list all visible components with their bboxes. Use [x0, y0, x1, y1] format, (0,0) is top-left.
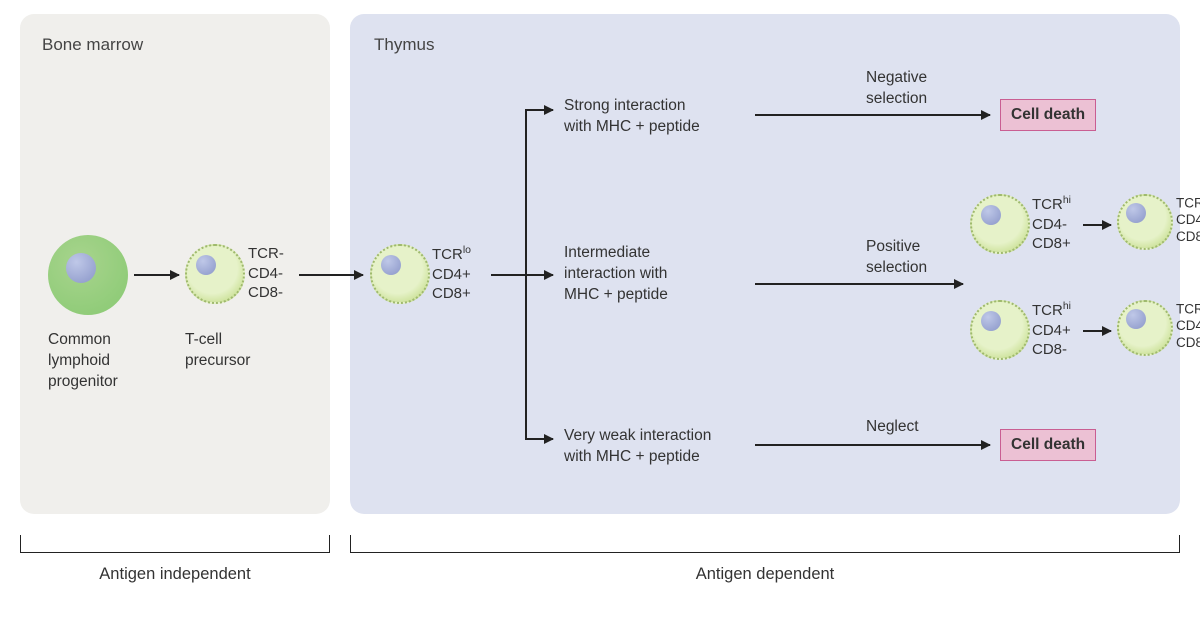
dp-cell — [370, 244, 430, 304]
bracket-left-label: Antigen independent — [20, 565, 330, 584]
cd4-b-markers: TCRhiCD4+CD8- — [1176, 300, 1200, 352]
arrow-neglect — [755, 444, 990, 446]
clp-label: Common lymphoid progenitor — [48, 330, 118, 393]
branch-bot — [525, 438, 553, 440]
cd4-a-markers: TCRhiCD4+CD8- — [1032, 300, 1071, 360]
branch-top — [525, 109, 553, 111]
negative-selection-label: Negative selection — [866, 68, 927, 110]
arrow-clp-precursor — [134, 274, 179, 276]
arrow-precursor-dp — [299, 274, 363, 276]
cd4-cell-b — [1117, 300, 1173, 356]
precursor-cell — [185, 244, 245, 304]
strong-interaction-label: Strong interaction with MHC + peptide — [564, 96, 700, 138]
arrow-cd8-out — [1083, 224, 1111, 226]
nucleus-icon — [381, 255, 401, 275]
bracket-left — [20, 535, 330, 553]
arrow-negative-selection — [755, 114, 990, 116]
arrow-positive-selection — [755, 283, 963, 285]
intermediate-interaction-label: Intermediate interaction with MHC + pept… — [564, 243, 668, 306]
nucleus-icon — [1126, 309, 1146, 329]
dp-markers: TCRloCD4+CD8+ — [432, 244, 471, 304]
precursor-markers: TCR- CD4- CD8- — [248, 244, 284, 303]
neglect-label: Neglect — [866, 417, 919, 438]
cd4-cell-a — [970, 300, 1030, 360]
nucleus-icon — [981, 205, 1001, 225]
weak-interaction-label: Very weak interaction with MHC + peptide — [564, 426, 711, 468]
cd8-cell-b — [1117, 194, 1173, 250]
nucleus-icon — [196, 255, 216, 275]
cell-death-bottom: Cell death — [1000, 429, 1096, 461]
cd8-cell-a — [970, 194, 1030, 254]
nucleus-icon — [981, 311, 1001, 331]
thymus-title: Thymus — [374, 35, 434, 55]
positive-selection-label: Positive selection — [866, 237, 927, 279]
bone-marrow-title: Bone marrow — [42, 35, 143, 55]
cd8-a-markers: TCRhiCD4-CD8+ — [1032, 194, 1071, 254]
clp-cell — [48, 235, 128, 315]
cd8-b-markers: TCRhiCD4-CD8+ — [1176, 194, 1200, 246]
bracket-right-label: Antigen dependent — [350, 565, 1180, 584]
precursor-label: T-cell precursor — [185, 330, 250, 372]
nucleus-icon — [66, 253, 96, 283]
arrow-cd4-out — [1083, 330, 1111, 332]
cell-death-top: Cell death — [1000, 99, 1096, 131]
nucleus-icon — [1126, 203, 1146, 223]
line-dp-branch — [491, 274, 525, 276]
branch-mid — [525, 274, 553, 276]
bracket-right — [350, 535, 1180, 553]
